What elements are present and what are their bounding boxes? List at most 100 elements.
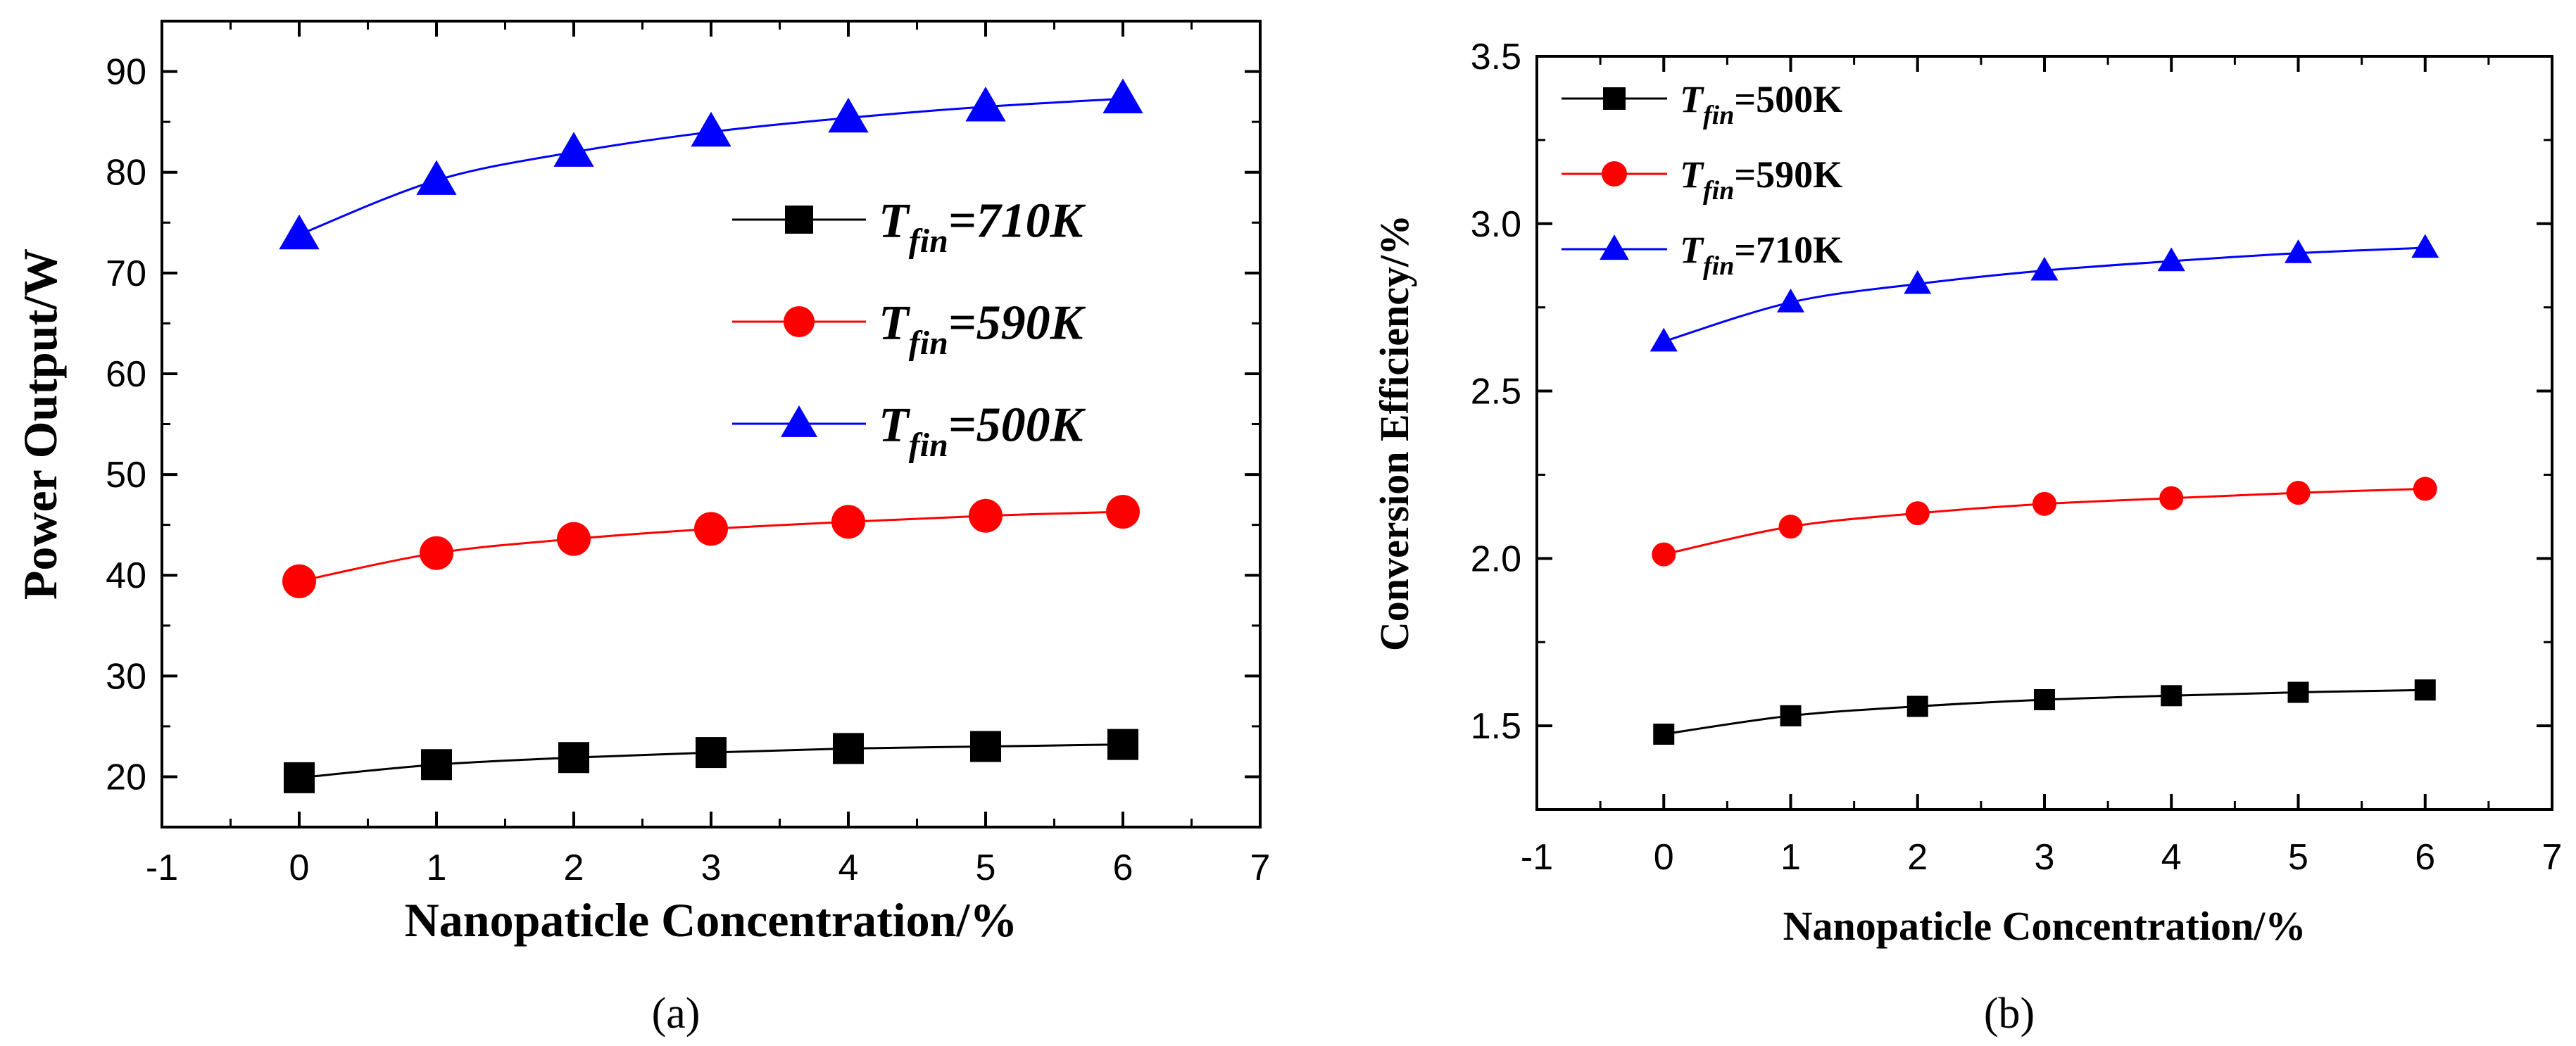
x-axis-title: Nanopaticle Concentration/% <box>405 893 1018 947</box>
x-tick-label: 5 <box>976 847 996 888</box>
legend-symbol: T <box>879 194 911 248</box>
x-tick-label: -1 <box>146 847 178 888</box>
legend-symbol: T <box>879 398 911 453</box>
data-point <box>553 132 594 167</box>
legend-marker <box>1603 87 1626 110</box>
y-tick-label: 80 <box>106 153 146 194</box>
data-point <box>284 762 315 793</box>
x-tick-label: 0 <box>289 847 310 888</box>
legend-label: Tfin=710K <box>879 194 1086 260</box>
y-tick-label: 40 <box>106 555 146 596</box>
legend-subscript: fin <box>909 324 948 362</box>
data-point <box>279 214 320 250</box>
x-tick-label: 7 <box>2542 837 2563 878</box>
data-point <box>969 498 1003 533</box>
x-tick-label: 2 <box>564 847 584 888</box>
legend-symbol: T <box>1680 78 1704 120</box>
data-point <box>1653 724 1675 745</box>
x-tick-label: 0 <box>1654 837 1674 878</box>
legend-marker <box>780 405 818 437</box>
series-1 <box>1652 477 2437 567</box>
legend-value: =590K <box>1734 153 1842 196</box>
x-tick-label: 3 <box>2035 837 2055 878</box>
data-point <box>558 742 589 774</box>
data-point <box>421 749 452 781</box>
data-point <box>1904 270 1932 294</box>
data-point <box>1780 705 1802 726</box>
data-point <box>1905 501 1930 526</box>
data-point <box>2159 486 2184 510</box>
data-point <box>282 564 316 598</box>
y-tick-label: 70 <box>106 253 146 294</box>
x-tick-label: 4 <box>838 847 859 888</box>
chart-panel-b: -1 0 1 2 3 4 5 6 7 1.5 2.0 2.5 3.0 3.5 Nanopaticle Con… <box>1371 37 2562 1038</box>
data-point <box>828 97 869 133</box>
data-point <box>420 536 453 570</box>
data-point <box>970 731 1001 762</box>
legend-label: Tfin=590K <box>879 296 1086 363</box>
data-point <box>2034 689 2055 711</box>
legend-item: Tfin=500K <box>1562 78 1842 130</box>
data-point <box>2286 481 2311 505</box>
y-tick-label: 20 <box>106 757 146 798</box>
x-tick-label: 3 <box>701 847 722 888</box>
data-point <box>1652 542 1676 567</box>
data-point <box>1906 695 1928 717</box>
y-tick-label: 1.5 <box>1471 706 1521 747</box>
legend-label: Tfin=590K <box>1680 153 1842 206</box>
legend-item: Tfin=500K <box>732 398 1086 464</box>
data-point <box>2284 239 2313 263</box>
x-tick-label: 6 <box>1113 847 1133 888</box>
data-point <box>1102 78 1143 113</box>
data-point <box>1778 515 1803 539</box>
chart-panel-a: -1 0 1 2 3 4 5 6 7 20 30 40 50 60 70 80 90 Nanopaticle Co… <box>13 20 1270 1038</box>
legend-item: Tfin=710K <box>1562 229 1842 281</box>
legend-value: =590K <box>948 296 1086 351</box>
data-point <box>965 87 1006 122</box>
legend-subscript: fin <box>1703 176 1734 206</box>
series-2 <box>1650 234 2439 352</box>
data-point <box>1106 495 1140 529</box>
series-2 <box>279 78 1143 250</box>
data-point <box>696 737 727 769</box>
legend-symbol: T <box>1680 229 1704 271</box>
data-point <box>2411 234 2439 258</box>
legend-symbol: T <box>1680 153 1704 196</box>
y-tick-label: 50 <box>106 455 146 496</box>
data-point <box>1650 327 1678 352</box>
legend-subscript: fin <box>1703 251 1734 281</box>
data-point <box>2413 477 2437 501</box>
x-tick-label: 1 <box>427 847 447 888</box>
y-axis-title: Conversion Efficiency/% <box>1371 215 1417 651</box>
legend-label: Tfin=710K <box>1680 229 1842 281</box>
legend-item: Tfin=590K <box>1562 153 1842 206</box>
series-0 <box>1653 679 2436 745</box>
panel-caption: (a) <box>652 990 700 1038</box>
x-tick-label: 1 <box>1780 837 1801 878</box>
data-point <box>2161 685 2182 707</box>
data-point <box>691 111 731 147</box>
data-point <box>833 733 864 764</box>
legend-marker <box>1600 234 1629 260</box>
data-point <box>2157 247 2185 272</box>
series-1 <box>282 495 1140 598</box>
y-tick-label: 2.0 <box>1471 538 1521 579</box>
y-tick-label: 30 <box>106 656 146 697</box>
x-tick-label: 6 <box>2415 837 2435 878</box>
legend-subscript: fin <box>909 222 948 260</box>
data-point <box>2032 491 2056 516</box>
legend-marker <box>1602 161 1627 187</box>
legend-value: =500K <box>948 398 1086 453</box>
y-tick-label: 3.0 <box>1471 204 1521 245</box>
data-point <box>1776 289 1805 313</box>
legend-value: =710K <box>948 194 1086 248</box>
x-tick-label: 4 <box>2161 837 2182 878</box>
legend-marker <box>785 206 813 234</box>
x-tick-label: 5 <box>2288 837 2308 878</box>
data-point <box>831 505 865 539</box>
data-point <box>2414 679 2436 701</box>
y-tick-label: 60 <box>106 354 146 395</box>
series-0 <box>284 729 1138 793</box>
data-point <box>1107 729 1138 760</box>
